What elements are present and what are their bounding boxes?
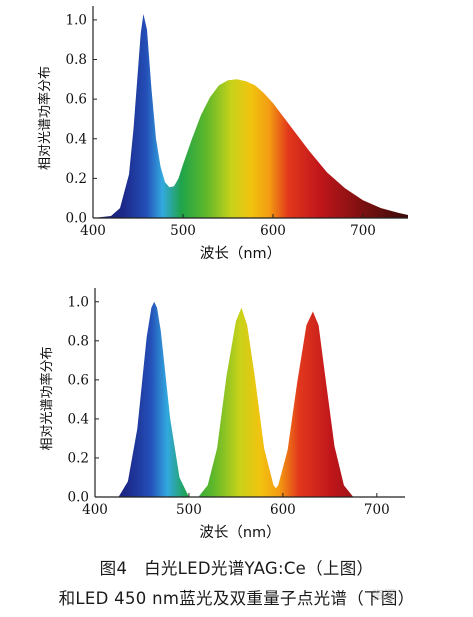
y-tick-label: 0.8 <box>68 333 89 349</box>
x-tick-label: 400 <box>82 502 108 518</box>
y-tick-label: 0.2 <box>66 171 87 187</box>
y-tick-label: 0.2 <box>68 450 89 466</box>
y-tick-label: 0.0 <box>66 211 87 227</box>
x-tick-label: 400 <box>80 223 106 239</box>
x-axis-title: 波长（nm） <box>199 524 280 541</box>
watermark-logo: 资源 <box>372 588 397 602</box>
x-tick-label: 600 <box>260 223 286 239</box>
y-tick-label: 0.6 <box>66 92 87 108</box>
y-tick-label: 0.0 <box>68 490 89 506</box>
y-tick-label: 0.8 <box>66 52 87 68</box>
chart-bottom: 0.0 0.2 0.4 0.6 0.8 1.0 400 500 600 700 波长（nm） 相对光谱… <box>39 288 405 541</box>
y-axis-title: 相对光谱功率分布 <box>37 66 53 170</box>
series-red-area <box>268 311 354 497</box>
x-axis-title: 波长（nm） <box>200 245 281 262</box>
y-axis-title: 相对光谱功率分布 <box>39 346 55 450</box>
chart-top: 0.0 0.2 0.4 0.6 0.8 1.0 400 500 600 700 波长（nm） 相对光谱… <box>37 6 408 262</box>
x-tick-label: 700 <box>350 223 376 239</box>
figure-caption-line-1: 图4 白光LED光谱YAG:Ce（上图） <box>99 559 374 578</box>
x-tick-label: 600 <box>270 502 296 518</box>
series-blue-area <box>118 301 189 497</box>
y-tick-label: 0.4 <box>66 131 87 147</box>
y-tick-label: 0.6 <box>68 372 89 388</box>
x-tick-label: 700 <box>364 502 390 518</box>
y-tick-label: 0.4 <box>68 411 89 427</box>
series-green-area <box>198 307 283 497</box>
x-tick-label: 500 <box>176 502 202 518</box>
x-tick-label: 500 <box>170 223 196 239</box>
series-0-area <box>93 14 408 218</box>
y-tick-label: 1.0 <box>68 294 89 310</box>
y-tick-label: 1.0 <box>66 12 87 28</box>
figure-caption-line-2: 和LED 450 nm蓝光及双重量子点光谱（下图） <box>58 589 415 608</box>
